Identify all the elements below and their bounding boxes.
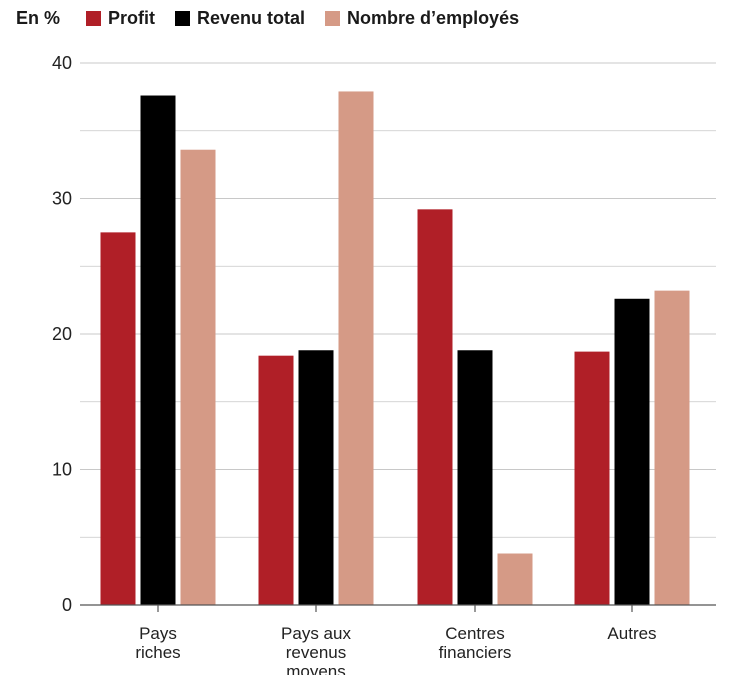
y-tick-label-10: 10 — [52, 460, 72, 480]
bar-profit-2 — [417, 209, 453, 605]
category-label-2: Centres financiers — [439, 624, 512, 662]
legend-label-nombre-employes: Nombre d’employés — [347, 7, 520, 28]
category-label-0: Pays riches — [135, 624, 180, 662]
legend-item-nombre-employes: Nombre d’employés — [325, 8, 519, 29]
bar-nombre-d-employ-s-1 — [338, 91, 374, 605]
legend-swatch-revenu-total — [175, 10, 191, 26]
bar-revenu-total-2 — [457, 350, 493, 605]
y-tick-label-30: 30 — [52, 189, 72, 209]
y-tick-label-20: 20 — [52, 324, 72, 344]
y-tick-label-40: 40 — [52, 53, 72, 73]
legend-item-revenu-total: Revenu total — [175, 8, 305, 29]
bar-revenu-total-1 — [298, 350, 334, 605]
bar-profit-0 — [100, 232, 136, 605]
bar-nombre-d-employ-s-0 — [180, 149, 216, 605]
unit-label: En % — [16, 7, 61, 28]
legend: En % Profit Revenu total Nombre d’employ… — [16, 4, 539, 32]
legend-swatch-nombre-employes — [325, 10, 341, 26]
bar-profit-1 — [258, 355, 294, 605]
legend-label-profit: Profit — [108, 7, 156, 28]
bar-nombre-d-employ-s-2 — [497, 553, 533, 605]
bar-profit-3 — [574, 351, 610, 605]
bar-revenu-total-3 — [614, 298, 650, 605]
category-label-1: Pays aux revenus moyens — [281, 624, 351, 675]
bar-nombre-d-employ-s-3 — [654, 290, 690, 605]
y-tick-label-0: 0 — [62, 595, 72, 615]
legend-item-profit: Profit — [86, 8, 155, 29]
legend-swatch-profit — [86, 10, 102, 26]
category-label-3: Autres — [607, 624, 656, 643]
legend-label-revenu-total: Revenu total — [197, 7, 306, 28]
bar-revenu-total-0 — [140, 95, 176, 606]
